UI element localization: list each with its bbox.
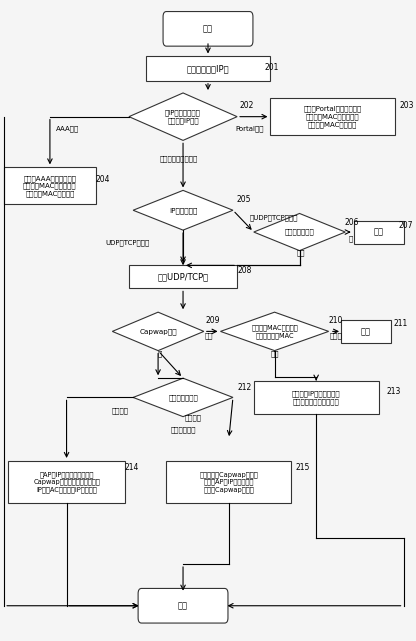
Bar (354, 221, 404, 244)
FancyBboxPatch shape (163, 12, 253, 46)
Text: 在上联口MAC地址表中
查找源、目的MAC: 在上联口MAC地址表中 查找源、目的MAC (251, 324, 298, 338)
Text: 找到: 找到 (270, 351, 279, 357)
Text: 没找到: 没找到 (330, 333, 343, 339)
Polygon shape (133, 190, 233, 230)
Text: 不是: 不是 (205, 333, 213, 339)
Text: 发送给AAA处理板，并将
源或目的MAC地址加入到
上联口的MAC地址表中: 发送给AAA处理板，并将 源或目的MAC地址加入到 上联口的MAC地址表中 (23, 175, 77, 197)
Text: 丢弃: 丢弃 (374, 228, 384, 237)
Polygon shape (133, 378, 233, 417)
Text: 丢弃: 丢弃 (361, 327, 371, 336)
Text: 210: 210 (329, 316, 343, 325)
Polygon shape (254, 213, 345, 251)
Text: Portal数据: Portal数据 (235, 125, 264, 131)
Text: 业务消息: 业务消息 (184, 415, 201, 421)
FancyBboxPatch shape (138, 588, 228, 623)
Polygon shape (220, 312, 329, 351)
Text: 控制业务消息: 控制业务消息 (170, 426, 196, 433)
Bar (270, 98, 395, 135)
Bar (146, 56, 270, 81)
Bar (166, 461, 291, 503)
Text: 是: 是 (349, 235, 353, 242)
Polygon shape (129, 93, 237, 140)
Text: UDP或TCP数据包: UDP或TCP数据包 (106, 239, 150, 246)
Text: 按AP的IP地址取模，分发给
Capwap处理板，并将源或目的
IP加入AC下联口的IP地址表中: 按AP的IP地址取模，分发给 Capwap处理板，并将源或目的 IP加入AC下联… (33, 471, 100, 493)
Text: 提取和压缩Capwap业务数
据，按AP的IP地址取模，
分发给Capwap处理板: 提取和压缩Capwap业务数 据，按AP的IP地址取模， 分发给Capwap处理… (199, 471, 258, 493)
Text: 201: 201 (264, 63, 279, 72)
Text: 202: 202 (239, 101, 254, 110)
Text: 214: 214 (125, 463, 139, 472)
Bar (341, 320, 391, 343)
Text: AAA数据: AAA数据 (56, 125, 79, 131)
Text: 解析以太网和IP头: 解析以太网和IP头 (187, 64, 229, 73)
Text: 开始: 开始 (203, 24, 213, 33)
Text: 208: 208 (238, 266, 253, 275)
Text: Capwap包？: Capwap包？ (139, 328, 177, 335)
Text: 不是: 不是 (297, 249, 305, 256)
Bar (4, 167, 96, 204)
Text: 发送给Portal处理板，并将
源或目的MAC地址加入到
上联口的MAC地址表中: 发送给Portal处理板，并将 源或目的MAC地址加入到 上联口的MAC地址表中 (304, 106, 362, 128)
Bar (254, 381, 379, 414)
Text: 215: 215 (295, 463, 310, 472)
Text: 206: 206 (344, 218, 359, 227)
Text: 211: 211 (394, 319, 408, 328)
Text: 按照用户IP地址取模，分
发给用户业务数据处理板: 按照用户IP地址取模，分 发给用户业务数据处理板 (292, 390, 340, 404)
Text: 非UDP或TCP数据包: 非UDP或TCP数据包 (250, 215, 298, 221)
Text: 212: 212 (237, 383, 251, 392)
Text: 结束: 结束 (178, 601, 188, 610)
Text: 在IP地址表中查找
源、目的IP地址: 在IP地址表中查找 源、目的IP地址 (165, 110, 201, 124)
Text: 205: 205 (236, 196, 251, 204)
Text: 204: 204 (96, 175, 110, 184)
Text: 209: 209 (206, 316, 220, 325)
Text: 203: 203 (399, 101, 414, 110)
Bar (8, 461, 125, 503)
Text: 207: 207 (399, 221, 413, 230)
Polygon shape (112, 312, 204, 351)
Text: 解析UDP/TCP头: 解析UDP/TCP头 (158, 272, 208, 281)
Text: 下联口或未知数据包: 下联口或未知数据包 (160, 156, 198, 162)
Bar (129, 265, 237, 288)
Text: 是: 是 (158, 351, 162, 357)
Text: 213: 213 (387, 387, 401, 395)
Text: 控制业务消息？: 控制业务消息？ (168, 394, 198, 401)
Text: 下联口数据包？: 下联口数据包？ (285, 229, 314, 235)
Text: 控制消息: 控制消息 (112, 407, 129, 413)
Text: IP协议类型？: IP协议类型？ (169, 207, 197, 213)
